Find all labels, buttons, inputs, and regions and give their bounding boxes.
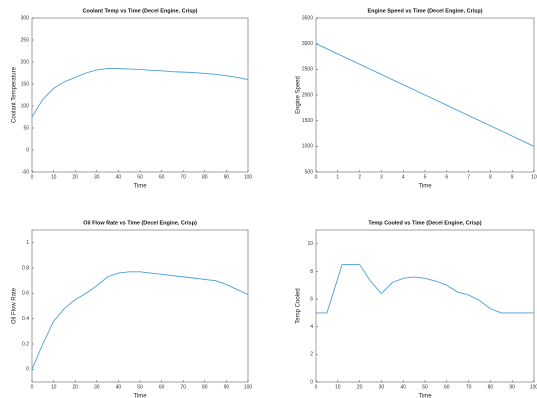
x-tick-label: 4 xyxy=(402,174,405,180)
y-tick-label: -50 xyxy=(22,169,29,175)
x-tick-label: 0 xyxy=(315,174,318,180)
y-axis-label: Coolant Temperature xyxy=(12,66,18,123)
x-tick-label: 3 xyxy=(380,174,383,180)
chart-title: Oil Flow Rate vs Time (Decel Engine, Cri… xyxy=(83,220,197,226)
x-tick-label: 6 xyxy=(445,174,448,180)
y-tick-label: 200 xyxy=(21,59,30,65)
y-tick-label: 10 xyxy=(307,241,313,247)
y-tick-label: 0 xyxy=(26,147,29,153)
y-tick-label: 300 xyxy=(21,15,30,21)
x-tick-label: 70 xyxy=(466,384,472,390)
y-tick-label: 8 xyxy=(310,269,313,275)
x-tick-label: 8 xyxy=(489,174,492,180)
x-tick-label: 100 xyxy=(530,384,537,390)
x-tick-label: 80 xyxy=(202,174,208,180)
x-tick-label: 100 xyxy=(244,384,253,390)
x-tick-label: 50 xyxy=(422,384,428,390)
x-tick-label: 7 xyxy=(467,174,470,180)
x-tick-label: 30 xyxy=(94,384,100,390)
x-tick-label: 20 xyxy=(72,384,78,390)
x-tick-label: 20 xyxy=(357,384,363,390)
x-tick-label: 80 xyxy=(488,384,494,390)
y-tick-label: 0 xyxy=(310,379,313,385)
y-tick-label: 1 xyxy=(26,240,29,246)
x-tick-label: 9 xyxy=(511,174,514,180)
x-tick-label: 50 xyxy=(137,384,143,390)
y-tick-label: 2000 xyxy=(302,92,313,98)
y-tick-label: 1500 xyxy=(302,118,313,124)
x-tick-label: 60 xyxy=(159,384,165,390)
y-tick-label: 0.8 xyxy=(22,265,29,271)
chart-title: Temp Cooled vs Time (Decel Engine, Crisp… xyxy=(368,220,481,226)
x-tick-label: 40 xyxy=(116,174,122,180)
y-tick-label: 0.2 xyxy=(22,341,29,347)
x-tick-label: 30 xyxy=(379,384,385,390)
data-line xyxy=(316,264,534,314)
x-tick-label: 1 xyxy=(336,174,339,180)
y-tick-label: 250 xyxy=(21,37,30,43)
y-tick-label: 0 xyxy=(26,367,29,373)
x-tick-label: 70 xyxy=(180,174,186,180)
x-tick-label: 50 xyxy=(137,174,143,180)
x-tick-label: 40 xyxy=(116,384,122,390)
y-axis-label: Engine Speed xyxy=(296,76,302,114)
y-tick-label: 6 xyxy=(310,296,313,302)
x-tick-label: 90 xyxy=(224,174,230,180)
x-tick-label: 0 xyxy=(31,384,34,390)
chart-title: Engine Speed vs Time (Decel Engine, Cris… xyxy=(367,8,482,14)
y-tick-label: 50 xyxy=(23,125,29,131)
y-tick-label: 4 xyxy=(310,324,313,330)
y-tick-label: 1000 xyxy=(302,144,313,150)
x-tick-label: 100 xyxy=(244,174,253,180)
y-tick-label: 3500 xyxy=(302,15,313,21)
chart-title: Coolant Temp vs Time (Decel Engine, Cris… xyxy=(82,8,197,14)
y-tick-label: 2 xyxy=(310,352,313,358)
x-tick-label: 60 xyxy=(444,384,450,390)
x-tick-label: 30 xyxy=(94,174,100,180)
data-line xyxy=(31,271,249,370)
x-tick-label: 90 xyxy=(224,384,230,390)
x-tick-label: 0 xyxy=(315,384,318,390)
data-line xyxy=(315,43,535,147)
x-axis-label: Time xyxy=(133,184,147,190)
x-tick-label: 0 xyxy=(31,174,34,180)
axes-box xyxy=(31,17,249,173)
x-tick-label: 10 xyxy=(51,384,57,390)
y-axis-label: Temp Cooled xyxy=(296,288,302,323)
x-axis-label: Time xyxy=(418,184,432,190)
x-tick-label: 60 xyxy=(159,174,165,180)
y-tick-label: 150 xyxy=(21,81,30,87)
x-tick-label: 80 xyxy=(202,384,208,390)
x-axis-label: Time xyxy=(418,394,432,398)
axes-box xyxy=(31,229,249,383)
x-tick-label: 70 xyxy=(180,384,186,390)
axes-box xyxy=(315,229,535,383)
y-tick-label: 0.4 xyxy=(22,316,29,322)
y-tick-label: 2500 xyxy=(302,67,313,73)
y-tick-label: 0.6 xyxy=(22,291,29,297)
x-tick-label: 90 xyxy=(509,384,515,390)
x-tick-label: 10 xyxy=(51,174,57,180)
x-tick-label: 5 xyxy=(424,174,427,180)
y-tick-label: 500 xyxy=(305,169,314,175)
x-tick-label: 10 xyxy=(531,174,537,180)
x-axis-label: Time xyxy=(133,394,147,398)
x-tick-label: 2 xyxy=(358,174,361,180)
y-tick-label: 100 xyxy=(21,103,30,109)
y-tick-label: 3000 xyxy=(302,41,313,47)
x-tick-label: 40 xyxy=(400,384,406,390)
y-axis-label: Oil Flow Rate xyxy=(12,287,18,324)
x-tick-label: 10 xyxy=(335,384,341,390)
x-tick-label: 20 xyxy=(72,174,78,180)
data-line xyxy=(31,68,249,118)
